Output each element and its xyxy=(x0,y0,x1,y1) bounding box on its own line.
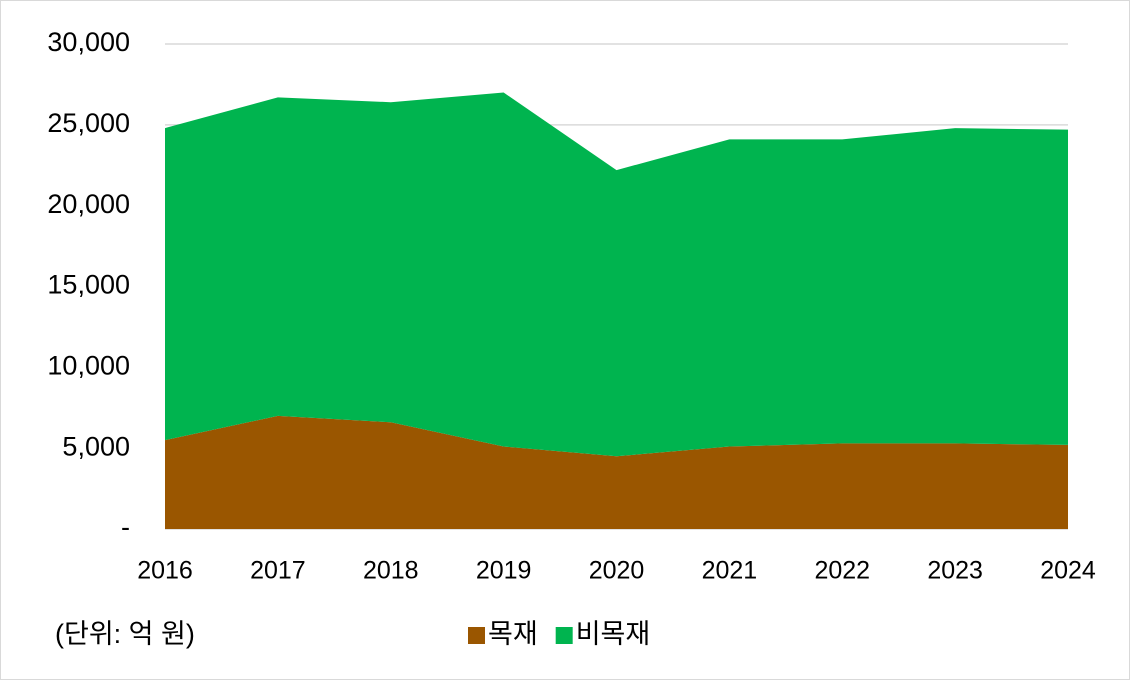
y-tick-label: 20,000 xyxy=(47,189,130,219)
x-tick-label: 2016 xyxy=(137,557,193,585)
y-tick-label: 10,000 xyxy=(47,350,130,380)
x-tick-label: 2018 xyxy=(363,557,419,585)
y-tick-label: 5,000 xyxy=(62,431,130,461)
area xyxy=(165,92,1068,457)
x-tick-label: 2020 xyxy=(589,557,645,585)
x-tick-label: 2022 xyxy=(814,557,870,585)
area xyxy=(165,415,1068,529)
y-tick-label: - xyxy=(121,512,130,542)
x-tick-label: 2019 xyxy=(476,557,532,585)
legend-label: 비목재 xyxy=(576,619,651,649)
x-tick-label: 2021 xyxy=(702,557,758,585)
legend-label: 목재 xyxy=(488,619,538,649)
x-tick-label: 2024 xyxy=(1040,557,1096,585)
unit-note: (단위: 억 원) xyxy=(55,619,195,649)
x-tick-label: 2017 xyxy=(250,557,306,585)
y-tick-label: 25,000 xyxy=(47,108,130,138)
legend-swatch xyxy=(555,627,573,644)
y-tick-label: 30,000 xyxy=(47,27,130,57)
x-tick-label: 2023 xyxy=(927,557,983,585)
y-tick-label: 15,000 xyxy=(47,270,130,300)
legend-swatch xyxy=(468,627,485,644)
